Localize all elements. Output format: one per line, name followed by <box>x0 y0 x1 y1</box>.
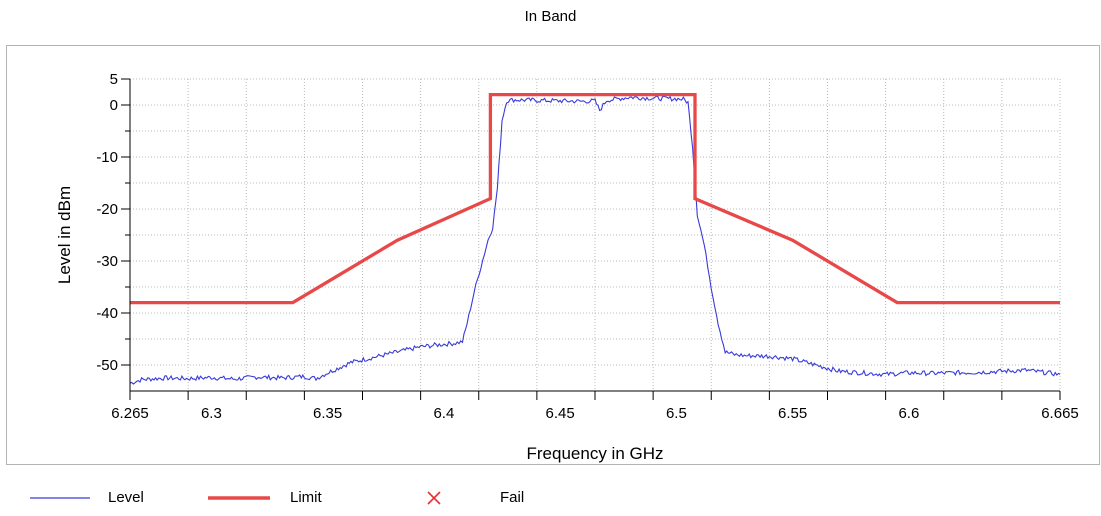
y-axis-label: Level in dBm <box>55 186 74 284</box>
chart-title: In Band <box>524 8 577 25</box>
x-axis-label: Frequency in GHz <box>527 444 664 463</box>
x-tick-label: 6.6 <box>898 405 919 422</box>
y-tick-label: 0 <box>110 97 118 114</box>
y-tick-label: -50 <box>96 357 118 374</box>
x-tick-label: 6.55 <box>778 405 807 422</box>
x-tick-label: 6.4 <box>433 405 454 422</box>
x-tick-label: 6.665 <box>1041 405 1079 422</box>
series-layer <box>129 92 1061 385</box>
x-tick-label: 6.5 <box>666 405 687 422</box>
x-tick-label: 6.265 <box>111 405 149 422</box>
gridlines <box>129 78 1061 392</box>
legend-item-limit: Limit <box>208 480 322 516</box>
tick-labels: 5 0 -10 -20 -30 -40 -50 6.265 6.3 6.35 6.4 6.45 6.5 6… <box>96 71 1078 422</box>
x-tick-label: 6.35 <box>313 405 342 422</box>
legend-item-fail: Fail <box>425 480 524 516</box>
y-tick-label: -30 <box>96 253 118 270</box>
axes <box>121 78 1061 400</box>
legend-thick-line-icon <box>208 496 270 500</box>
y-tick-label: -20 <box>96 201 118 218</box>
x-tick-label: 6.3 <box>201 405 222 422</box>
chart-plot: 5 0 -10 -20 -30 -40 -50 6.265 6.3 6.35 6.4 6.45 6.5 6… <box>55 71 1079 463</box>
y-tick-label: -40 <box>96 305 118 322</box>
y-tick-label: 5 <box>110 71 118 88</box>
legend-label-level: Level <box>108 489 144 506</box>
legend-item-level: Level <box>30 480 144 516</box>
x-tick-label: 6.45 <box>546 405 575 422</box>
series-line-level <box>129 95 1061 385</box>
legend-label-fail: Fail <box>500 489 525 506</box>
legend-cross-icon <box>427 491 441 505</box>
series-line-limit <box>130 92 1060 305</box>
legend-line-icon <box>30 497 90 499</box>
legend-label-limit: Limit <box>290 489 322 506</box>
y-tick-label: -10 <box>96 149 118 166</box>
plot-frame: 5 0 -10 -20 -30 -40 -50 6.265 6.3 6.35 6.4 6.45 6.5 6… <box>6 45 1100 465</box>
legend: Level Limit Fail <box>0 480 1101 516</box>
